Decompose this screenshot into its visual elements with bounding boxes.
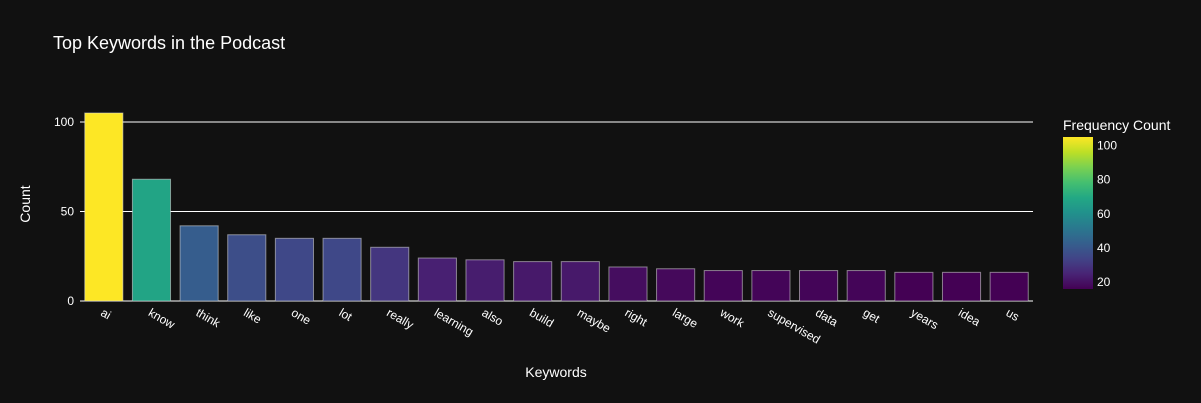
colorbar-ticks: 20 40 60 80 100	[1097, 139, 1117, 290]
colorbar-tick-label: 100	[1097, 139, 1117, 153]
bar-one[interactable]	[274, 237, 314, 302]
bar-large[interactable]	[656, 268, 696, 302]
bars	[84, 112, 1029, 302]
bar-also[interactable]	[465, 259, 505, 302]
colorbar-tick-label: 60	[1097, 207, 1111, 221]
y-tick-label: 100	[54, 115, 74, 129]
colorbar-tick-label: 80	[1097, 173, 1111, 187]
chart-title: Top Keywords in the Podcast	[53, 33, 285, 53]
x-axis-title: Keywords	[525, 364, 586, 380]
bar-lot[interactable]	[322, 237, 362, 302]
bar-ai[interactable]	[84, 112, 124, 302]
colorbar-gradient	[1063, 137, 1093, 289]
colorbar-tick-label: 40	[1097, 241, 1111, 255]
bar-data[interactable]	[799, 270, 839, 302]
colorbar-title: Frequency Count	[1063, 117, 1171, 133]
x-tick-label: us	[1004, 305, 1022, 323]
bar-supervised[interactable]	[751, 270, 791, 302]
y-axis-ticks: 0 50 100	[54, 115, 74, 308]
bar-really[interactable]	[370, 246, 410, 302]
y-axis-title: Count	[17, 185, 33, 222]
bar-like[interactable]	[227, 234, 267, 302]
bar-us[interactable]	[989, 271, 1029, 302]
bar-learning[interactable]	[417, 257, 457, 302]
bar-maybe[interactable]	[560, 261, 600, 302]
bar-know[interactable]	[131, 178, 172, 302]
bar-work[interactable]	[703, 270, 743, 302]
bar-years[interactable]	[894, 271, 934, 302]
bar-get[interactable]	[846, 270, 886, 302]
bar-build[interactable]	[513, 261, 553, 302]
bar-idea[interactable]	[941, 271, 982, 302]
colorbar-legend: Frequency Count 20 40 60 80 100	[1063, 117, 1171, 289]
bar-think[interactable]	[179, 225, 219, 302]
bar-right[interactable]	[608, 266, 648, 302]
colorbar-tick-label: 20	[1097, 275, 1111, 289]
y-tick-label: 0	[67, 294, 74, 308]
y-tick-label: 50	[61, 204, 75, 218]
